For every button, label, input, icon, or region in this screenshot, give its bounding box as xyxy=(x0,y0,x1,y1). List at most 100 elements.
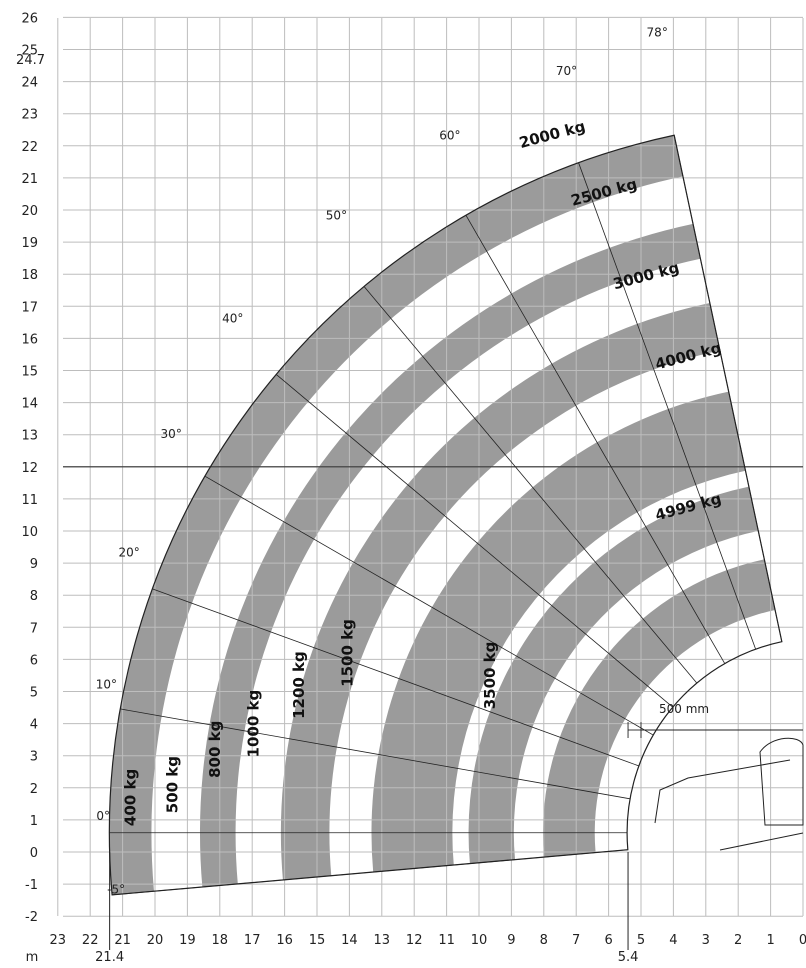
load-label: 1000 kg xyxy=(245,690,263,758)
angle-label: 10° xyxy=(96,677,117,691)
load-zone-9 xyxy=(468,486,759,864)
x-tick-label: 1 xyxy=(766,933,774,948)
angle-label: 78° xyxy=(647,26,668,40)
angle-label: 70° xyxy=(556,64,577,78)
y-tick-label: 14 xyxy=(21,397,38,412)
y-tick-label: 13 xyxy=(21,429,38,444)
load-label: 800 kg xyxy=(206,721,224,778)
envelope-outline xyxy=(108,134,783,896)
y-axis-ticks: -2-1012345678910111213141516171819202122… xyxy=(21,11,38,925)
boom-angle-line xyxy=(112,849,628,896)
y-tick-label: -2 xyxy=(25,910,38,925)
x-tick-label: 8 xyxy=(540,933,548,948)
boom-angle-lines xyxy=(109,135,783,896)
y-tick-label: 20 xyxy=(21,204,38,219)
y-tick-label: 7 xyxy=(30,621,38,636)
y-tick-label: 12 xyxy=(21,461,38,476)
x-tick-label: 3 xyxy=(702,933,710,948)
x-axis-ticks: 23 22 21 20 19 18 17 16 15 14 13 12 11 10 9 8 7 6 5 4 3 2 1 0 xyxy=(50,933,806,948)
x-tick-label: 17 xyxy=(244,933,261,948)
x-tick-label: 13 xyxy=(374,933,391,948)
x-axis-unit: m xyxy=(26,950,39,965)
y-tick-label: 19 xyxy=(21,236,38,251)
load-label: 500 kg xyxy=(164,756,182,813)
x-tick-label: 5 xyxy=(637,933,645,948)
x-tick-label: 2 xyxy=(734,933,742,948)
y-tick-label: 2 xyxy=(30,782,38,797)
boom-angle-line xyxy=(465,215,726,664)
y-tick-label: 18 xyxy=(21,268,38,283)
dimension-marker: 500 mm xyxy=(627,702,803,738)
x-tick-label: 20 xyxy=(147,933,164,948)
x-tick-label: 14 xyxy=(341,933,358,948)
dimension-annotation: 500 mm xyxy=(659,702,709,716)
y-tick-label: 24 xyxy=(21,76,38,91)
boom-angle-line xyxy=(578,162,757,650)
load-zone-3 xyxy=(199,223,701,887)
load-label: 400 kg xyxy=(122,769,140,826)
angle-label: 60° xyxy=(439,128,460,142)
load-zone-5 xyxy=(280,303,720,880)
x-tick-label: 4 xyxy=(669,933,677,948)
load-label: 2000 kg xyxy=(517,117,587,152)
angle-labels: -5° 0° 10° 20° 30° 40° 50° 60° 70° 78° xyxy=(96,26,668,897)
boom-angle-line xyxy=(204,475,654,736)
x-tick-label: 12 xyxy=(406,933,423,948)
load-label: 1200 kg xyxy=(290,651,308,719)
y-tick-label: 8 xyxy=(30,589,38,604)
telehandler-outline xyxy=(654,737,804,851)
y-tick-label: 9 xyxy=(30,557,38,572)
marked-values: 21.4 5.4 24.7 xyxy=(16,53,638,965)
x-tick-label: 11 xyxy=(438,933,455,948)
load-zone-11 xyxy=(542,559,776,858)
x-tick-label: 18 xyxy=(212,933,229,948)
y-tick-label: 25 xyxy=(21,44,38,59)
boom-angle-line xyxy=(275,374,674,708)
envelope-boundary xyxy=(108,134,783,896)
y-tick-label: 23 xyxy=(21,108,38,123)
y-tick-label: 15 xyxy=(21,365,38,380)
x-tick-label: 16 xyxy=(276,933,293,948)
y-tick-label: 26 xyxy=(21,11,38,26)
angle-label: 20° xyxy=(118,546,139,560)
x-tick-label: 6 xyxy=(604,933,612,948)
y-tick-label: 11 xyxy=(21,493,38,508)
cab-outline xyxy=(759,737,804,826)
angle-label: 0° xyxy=(96,809,110,823)
y-tick-label: 0 xyxy=(30,846,38,861)
y-tick-label: 16 xyxy=(21,332,38,347)
angle-label: 30° xyxy=(161,427,182,441)
grid xyxy=(57,16,804,917)
x-tick-label: 22 xyxy=(82,933,99,948)
y-tick-label: 1 xyxy=(30,814,38,829)
boom-angle-line xyxy=(120,708,631,800)
y-tick-label: 10 xyxy=(21,525,38,540)
load-zone-1 xyxy=(109,135,683,895)
x-tick-label: 0 xyxy=(799,933,806,948)
boom-angle-line xyxy=(673,135,783,642)
y-tick-label: 4 xyxy=(30,718,38,733)
angle-label: 40° xyxy=(222,311,243,325)
boom-angle-line xyxy=(363,286,698,684)
chassis-outline xyxy=(719,832,804,851)
x-tick-label: 7 xyxy=(572,933,580,948)
y-tick-label: 22 xyxy=(21,140,38,155)
marked-x-label: 5.4 xyxy=(618,950,639,965)
boom-outline xyxy=(654,759,791,824)
x-tick-label: 21 xyxy=(114,933,131,948)
marked-x-label: 21.4 xyxy=(95,950,124,965)
y-tick-label: 3 xyxy=(30,750,38,765)
y-tick-label: 5 xyxy=(30,686,38,701)
x-tick-label: 9 xyxy=(507,933,515,948)
angle-label: 50° xyxy=(326,209,347,223)
x-tick-label: 10 xyxy=(471,933,488,948)
load-label: 1500 kg xyxy=(339,619,357,687)
y-tick-label: 21 xyxy=(21,172,38,187)
boom-angle-line xyxy=(152,588,640,767)
marked-y-label: 24.7 xyxy=(16,53,45,68)
angle-label: -5° xyxy=(107,883,125,897)
x-tick-label: 23 xyxy=(50,933,67,948)
y-tick-label: 6 xyxy=(30,653,38,668)
y-tick-label: 17 xyxy=(21,300,38,315)
